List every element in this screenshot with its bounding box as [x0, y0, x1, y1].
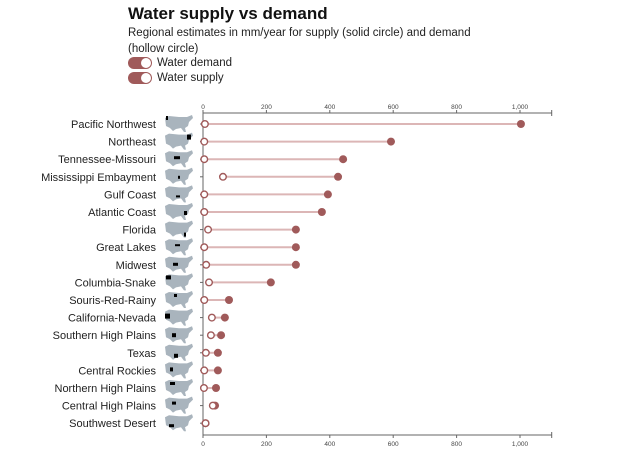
tick-label: 200: [261, 441, 272, 448]
supply-point: [323, 190, 332, 199]
demand-point: [200, 190, 209, 199]
supply-point: [386, 137, 395, 146]
region-label: Pacific Northwest: [71, 119, 156, 131]
tick-label: 0: [201, 104, 205, 111]
tick-label: 400: [324, 104, 335, 111]
chart-title: Water supply vs demand: [128, 4, 328, 23]
region-label: Atlantic Coast: [88, 207, 156, 219]
supply-point: [291, 243, 300, 252]
us-map-icon: [165, 115, 193, 132]
us-map-icon: [165, 150, 193, 168]
region-label: Great Lakes: [96, 242, 156, 254]
supply-point: [217, 331, 226, 340]
demand-point: [205, 278, 214, 287]
region-label: Central Rockies: [78, 365, 156, 377]
demand-point: [201, 348, 210, 357]
demand-point: [200, 366, 209, 375]
legend-demand[interactable]: Water demand: [128, 56, 232, 70]
region-label: California-Nevada: [68, 313, 157, 325]
demand-point: [204, 225, 213, 234]
us-map-icon: [165, 220, 193, 238]
demand-point: [199, 384, 208, 393]
region-label: Texas: [127, 348, 156, 360]
region-label: Central High Plains: [62, 401, 157, 413]
chart-subtitle: Regional estimates in mm/year for supply…: [128, 27, 471, 55]
us-map-icon: [165, 291, 193, 308]
demand-point: [200, 119, 209, 128]
us-map-icon: [165, 273, 193, 291]
supply-point: [213, 366, 222, 375]
demand-point: [200, 155, 209, 164]
us-map-icon: [165, 238, 193, 256]
supply-point: [334, 172, 343, 181]
toggle-icon[interactable]: [128, 57, 152, 69]
us-map-icon: [165, 308, 193, 326]
region-label: Florida: [122, 225, 157, 237]
region-label: Gulf Coast: [104, 189, 156, 201]
supply-point: [224, 296, 233, 304]
supply-point: [291, 225, 300, 234]
legend-supply[interactable]: Water supply: [128, 71, 224, 85]
demand-point: [207, 313, 216, 322]
demand-point: [200, 243, 209, 252]
us-map-icon: [165, 396, 193, 414]
supply-point: [266, 278, 275, 287]
tick-label: 200: [261, 104, 272, 111]
demand-point: [202, 260, 211, 269]
supply-point: [211, 384, 220, 392]
tick-label: 600: [388, 441, 399, 448]
demand-point: [208, 401, 217, 410]
us-map-icon: [165, 361, 193, 379]
region-label: Midwest: [116, 260, 156, 272]
us-map-icon: [165, 185, 193, 203]
supply-point: [291, 260, 300, 269]
us-map-icon: [165, 203, 193, 220]
demand-point: [201, 419, 210, 428]
region-label: Southwest Desert: [69, 418, 156, 430]
demand-point: [206, 331, 215, 340]
legend-label: Water supply: [157, 72, 224, 84]
tick-label: 800: [451, 104, 462, 111]
supply-point: [339, 155, 348, 164]
region-label: Northern High Plains: [55, 383, 157, 395]
tick-label: 600: [388, 104, 399, 111]
region-label: Tennessee-Missouri: [58, 154, 156, 166]
demand-point: [200, 207, 209, 216]
tick-label: 0: [201, 441, 205, 448]
legend-label: Water demand: [157, 57, 232, 69]
us-map-icon: [165, 379, 193, 396]
supply-point: [516, 120, 525, 128]
us-map-icon: [165, 414, 193, 432]
us-map-icon: [165, 255, 193, 273]
region-label: Southern High Plains: [53, 330, 157, 342]
us-map-icon: [165, 167, 193, 185]
region-label: Northeast: [108, 137, 156, 149]
region-label: Mississippi Embayment: [41, 172, 156, 184]
toggle-icon[interactable]: [128, 72, 152, 84]
supply-point: [213, 348, 222, 357]
demand-point: [200, 137, 209, 146]
tick-label: 1,000: [512, 104, 529, 111]
tick-label: 1,000: [512, 441, 529, 448]
supply-point: [220, 313, 229, 322]
tick-label: 400: [324, 441, 335, 448]
us-map-icon: [165, 132, 193, 150]
demand-point: [200, 296, 209, 305]
region-label: Columbia-Snake: [75, 277, 156, 289]
demand-point: [218, 172, 227, 181]
tick-label: 800: [451, 441, 462, 448]
us-map-icon: [165, 343, 193, 361]
us-map-icon: [165, 326, 193, 344]
region-label: Souris-Red-Rainy: [69, 295, 156, 307]
supply-point: [317, 208, 326, 216]
